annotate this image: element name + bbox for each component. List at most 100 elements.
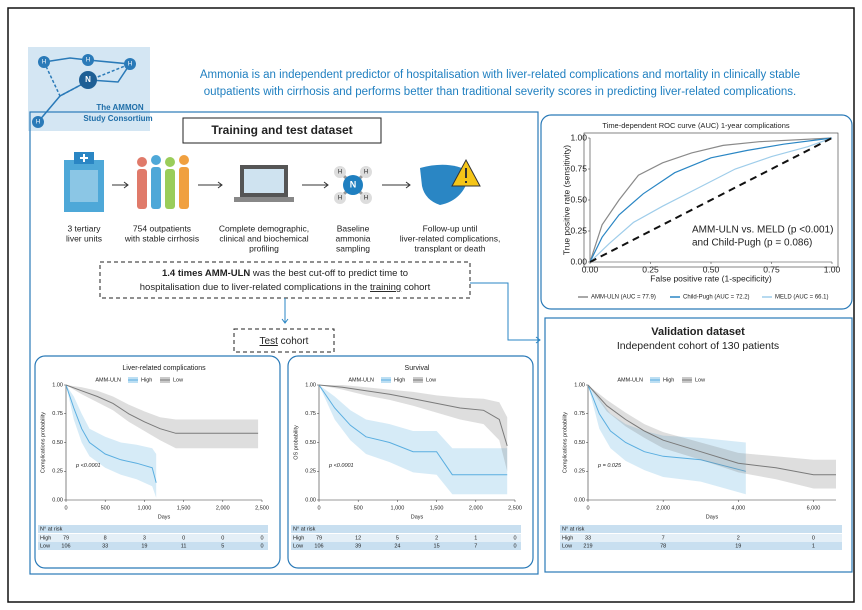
header-text: Ammonia is an independent predictor of h…: [200, 69, 800, 81]
step-label: liver units: [66, 233, 102, 243]
confidence-band: [319, 385, 508, 495]
annotation: p <0.0001: [75, 463, 101, 469]
chart-title: Liver-related complications: [122, 365, 206, 372]
training-title-box: [182, 117, 382, 144]
confidence-band: [588, 385, 836, 489]
risk-count: 0: [221, 535, 224, 541]
x-axis-label: Days: [411, 514, 424, 520]
header-text: outpatients with cirrhosis and performs …: [204, 86, 797, 98]
step-label: ammonia: [336, 233, 371, 243]
risk-count: 0: [513, 535, 516, 541]
risk-count: 33: [102, 543, 108, 549]
survival-line: [318, 384, 508, 447]
y-tick-label: 0.25: [52, 469, 63, 475]
annotation: and Child-Pugh (p = 0.086): [692, 238, 812, 249]
legend-label: AMM-ULN (AUC = 77.9): [591, 295, 656, 301]
training-panel: [29, 111, 539, 575]
x-axis-label: Days: [706, 514, 719, 520]
logo-node: [124, 58, 136, 70]
risk-count: 79: [316, 535, 322, 541]
step-label: Complete demographic,: [219, 223, 309, 233]
molecule-h: [360, 166, 372, 178]
risk-count: 79: [63, 535, 69, 541]
risk-table-row: [291, 542, 521, 550]
x-tick-label: 2,500: [508, 505, 522, 511]
risk-count: 15: [434, 543, 440, 549]
y-tick-label: 0.75: [52, 411, 63, 417]
molecule-n: [343, 175, 363, 195]
test-box: [233, 328, 335, 353]
step-label: 3 tertiary: [67, 223, 101, 233]
cutoff-bold: 1.4 times AMM-ULN: [162, 268, 250, 279]
y-tick-label: 1.00: [570, 132, 587, 142]
risk-count: 33: [585, 535, 591, 541]
annotation: AMM-ULN vs. MELD (p <0.001): [692, 225, 833, 236]
risk-table-title: N° at risk: [562, 526, 585, 532]
logo-text: Study Consortium: [83, 114, 152, 123]
hospital-window: [70, 170, 98, 202]
laptop-base: [234, 197, 294, 202]
arrow: [198, 181, 223, 189]
laptop-screen: [244, 169, 284, 193]
confidence-band: [66, 385, 157, 498]
risk-table-row: [560, 534, 842, 542]
risk-count: 2: [435, 535, 438, 541]
arrow-validation: [470, 282, 541, 344]
y-tick-label: 0.75: [570, 163, 587, 173]
confidence-band: [66, 385, 259, 449]
cutoff-rest: was the best cut-off to predict time to: [250, 268, 408, 279]
risk-count: 0: [182, 535, 185, 541]
legend-label: Low: [426, 377, 436, 383]
y-tick-label: 0.75: [574, 411, 585, 417]
y-tick-label: 0.25: [574, 469, 585, 475]
risk-count: 0: [812, 535, 815, 541]
roc-line: [589, 137, 833, 263]
legend-title: AMM-ULN: [617, 377, 643, 383]
person-icon: [137, 157, 147, 167]
training-title: Training and test dataset: [211, 123, 352, 137]
risk-count: 219: [583, 543, 592, 549]
y-tick-label: 1.00: [574, 382, 585, 388]
y-tick-label: 0.00: [305, 497, 316, 503]
survival-line: [318, 384, 508, 476]
risk-row-label: High: [293, 535, 304, 541]
risk-count: 3: [143, 535, 146, 541]
risk-row-label: High: [40, 535, 51, 541]
x-tick-label: 1,000: [391, 505, 405, 511]
validation-title: Validation dataset: [651, 326, 745, 338]
cutoff-box: [99, 261, 471, 299]
x-tick-label: 2,000: [216, 505, 230, 511]
risk-table-row: [38, 542, 268, 550]
y-axis-label: True positive rate (sensitivity): [561, 145, 571, 255]
logo-text: The AMMON: [96, 103, 143, 112]
person-icon: [165, 157, 175, 167]
molecule-label: H: [364, 170, 368, 176]
risk-count: 19: [141, 543, 147, 549]
risk-count: 2: [737, 535, 740, 541]
annotation: p = 0.025: [597, 463, 622, 469]
person-icon: [151, 155, 161, 165]
risk-count: 7: [474, 543, 477, 549]
arrow: [382, 181, 411, 189]
person-icon: [137, 169, 147, 209]
logo-node-label: H: [42, 60, 46, 66]
x-tick-label: 0.25: [642, 264, 659, 274]
risk-count: 106: [61, 543, 70, 549]
risk-count: 106: [314, 543, 323, 549]
step-label: 754 outpatients: [133, 223, 191, 233]
risk-count: 0: [513, 543, 516, 549]
y-tick-label: 1.00: [305, 382, 316, 388]
reference-diagonal: [589, 137, 833, 263]
x-tick-label: 1,000: [138, 505, 152, 511]
x-tick-label: 1,500: [177, 505, 191, 511]
legend-label: MELD (AUC = 66.1): [775, 295, 829, 301]
x-tick-label: 6,000: [807, 505, 821, 511]
person-icon: [179, 167, 189, 209]
cutoff-text: 1.4 times AMM-ULN was the best cut-off t…: [162, 268, 408, 279]
risk-row-label: Low: [40, 543, 50, 549]
risk-table-header: [560, 525, 842, 533]
risk-count: 78: [660, 543, 666, 549]
risk-table-row: [38, 534, 268, 542]
roc-line: [589, 137, 833, 263]
